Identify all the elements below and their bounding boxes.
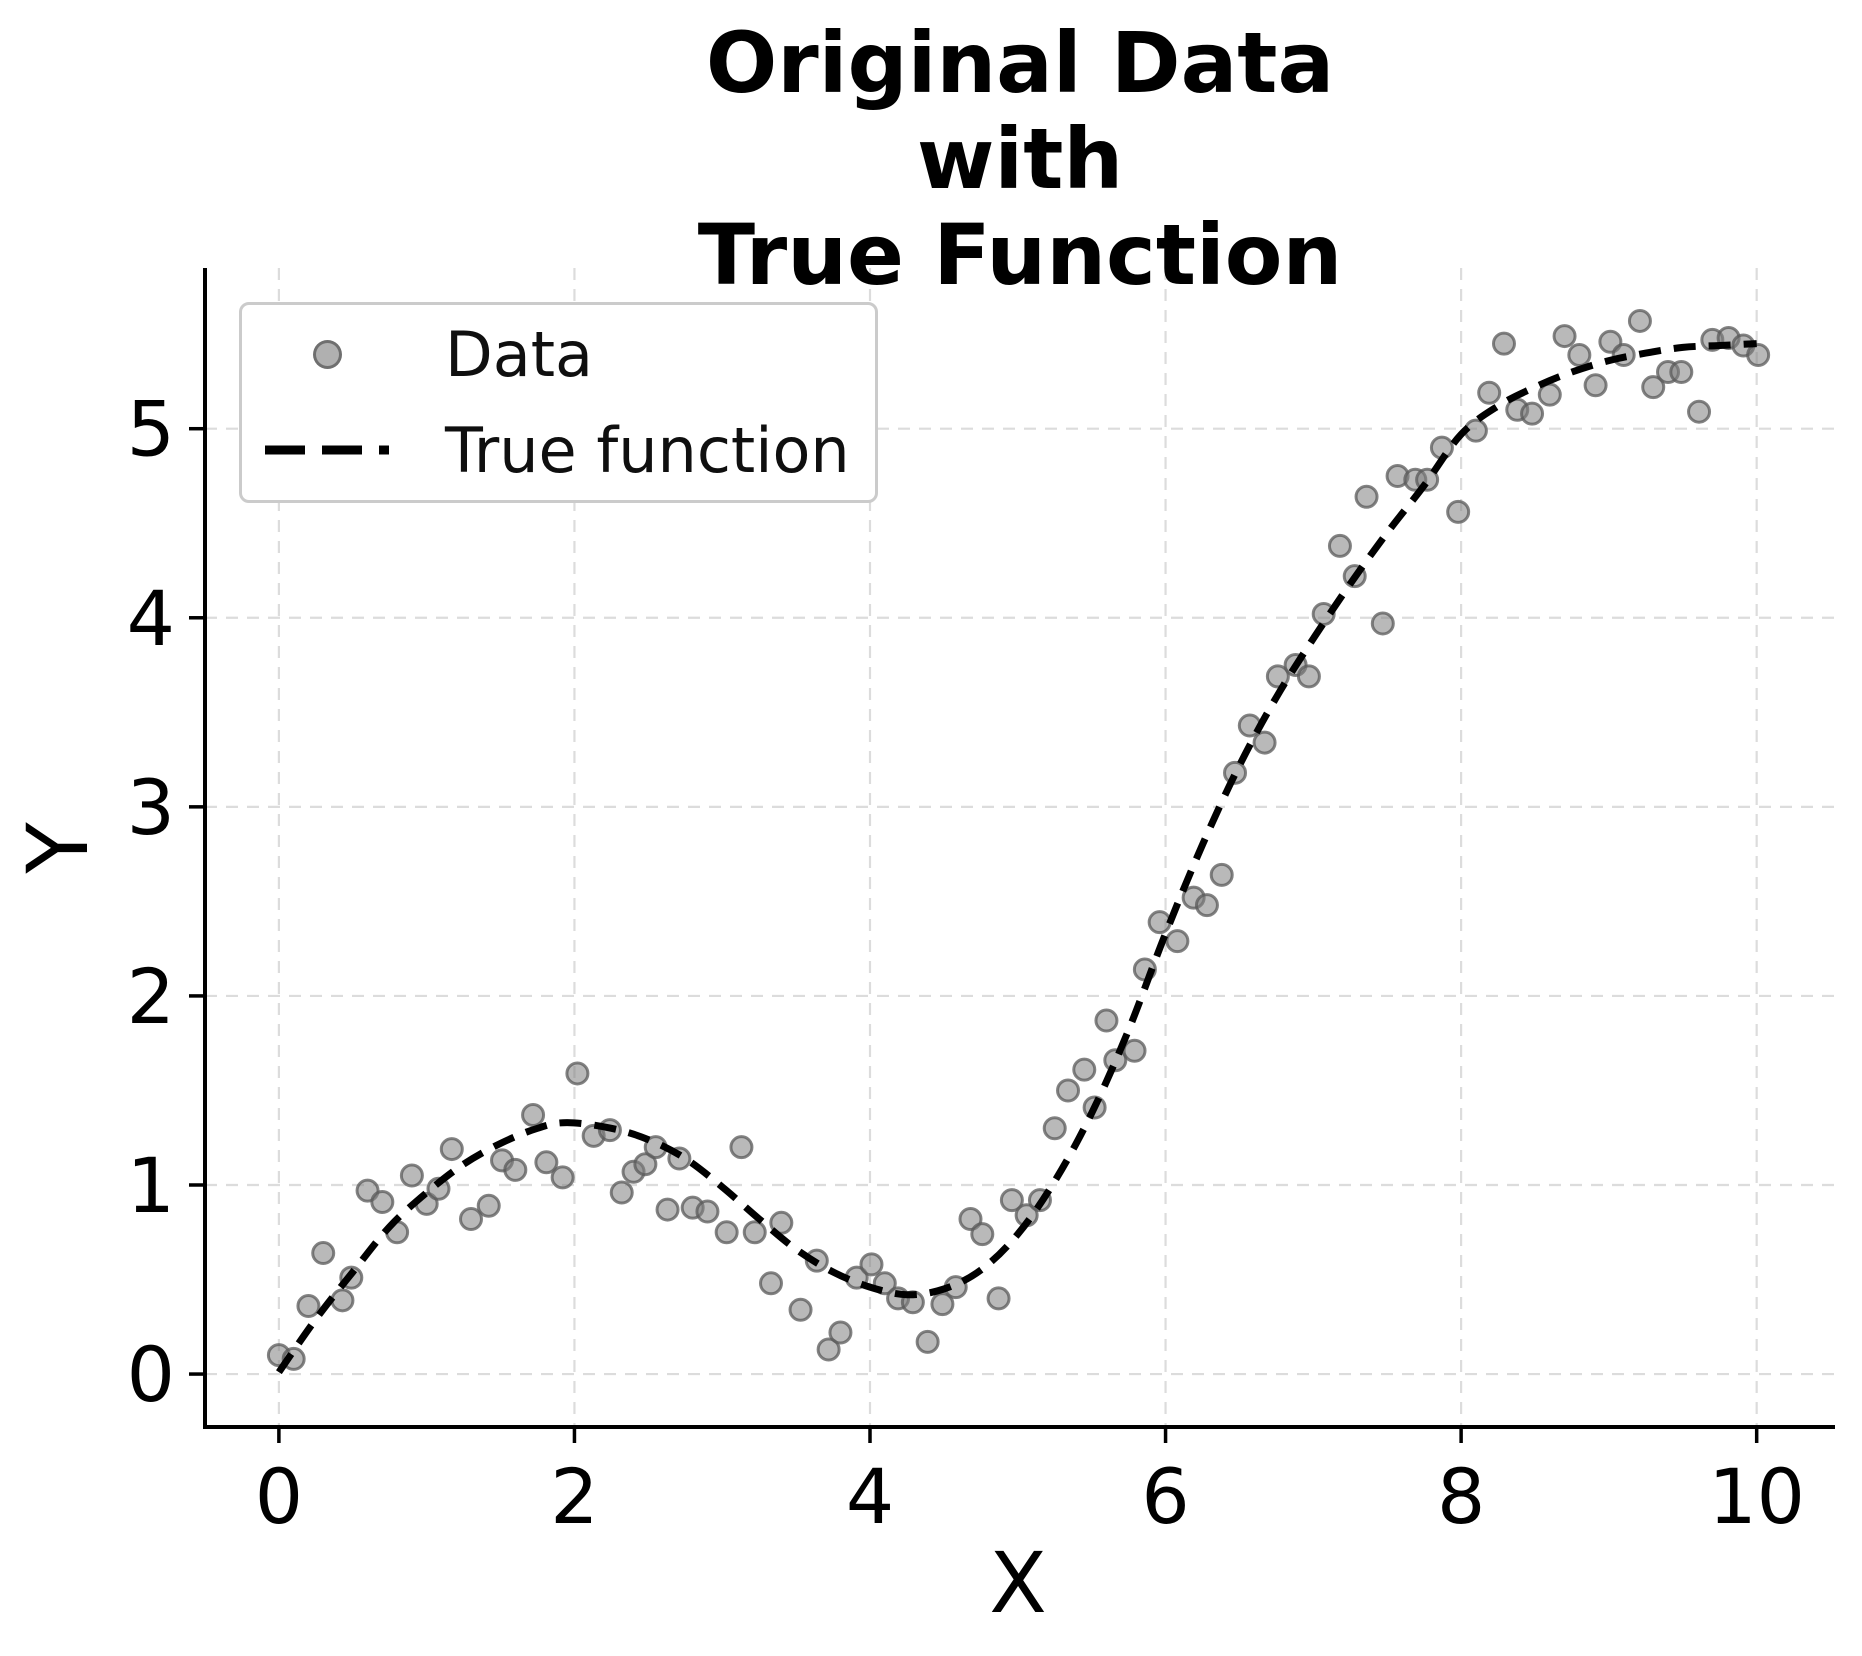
data-point — [1583, 373, 1608, 398]
data-point — [1687, 399, 1712, 424]
data-point — [476, 1193, 501, 1218]
x-axis-label: X — [989, 1534, 1047, 1632]
data-point — [1491, 331, 1516, 356]
data-point — [828, 1320, 853, 1345]
data-point — [550, 1165, 575, 1190]
data-point — [1056, 1078, 1081, 1103]
data-point — [1042, 1116, 1067, 1141]
data-point — [1552, 324, 1577, 349]
data-point — [695, 1199, 720, 1224]
data-point — [370, 1190, 395, 1215]
data-point — [742, 1220, 767, 1245]
x-tick-label: 4 — [846, 1452, 894, 1541]
x-tick-label: 0 — [255, 1452, 303, 1541]
data-point — [1122, 1038, 1147, 1063]
data-point — [1520, 401, 1545, 426]
data-point — [330, 1288, 355, 1313]
true-function-line-icon — [265, 445, 389, 455]
data-point — [1746, 342, 1771, 367]
data-point — [1296, 664, 1321, 689]
data-point — [859, 1252, 884, 1277]
data-point — [970, 1222, 995, 1247]
data-point — [311, 1241, 336, 1266]
legend-item-true-function: True function — [242, 404, 875, 496]
data-point — [915, 1329, 940, 1354]
data-point — [1446, 499, 1471, 524]
data-point — [1311, 601, 1336, 626]
legend-label-true-function: True function — [445, 413, 850, 487]
data-point — [1252, 730, 1277, 755]
data-point — [1641, 375, 1666, 400]
data-marker-icon — [312, 340, 342, 370]
data-point — [1477, 380, 1502, 405]
data-point — [1327, 533, 1352, 558]
data-point — [1194, 893, 1219, 918]
chart-title: Original Data with True Function — [697, 14, 1343, 304]
data-point — [1165, 929, 1190, 954]
y-tick-label: 0 — [127, 1330, 175, 1419]
data-point — [399, 1163, 424, 1188]
data-point — [1627, 308, 1652, 333]
x-tick-label: 10 — [1708, 1452, 1805, 1541]
legend-box: Data True function — [239, 302, 878, 503]
data-point — [565, 1061, 590, 1086]
data-point — [986, 1286, 1011, 1311]
x-tick-label: 2 — [550, 1452, 598, 1541]
data-point — [788, 1297, 813, 1322]
y-tick-label: 1 — [127, 1141, 175, 1230]
data-point — [1209, 862, 1234, 887]
y-tick-label: 5 — [127, 385, 175, 474]
data-point — [459, 1207, 484, 1232]
data-point — [534, 1150, 559, 1175]
data-point — [426, 1176, 451, 1201]
data-point — [999, 1188, 1024, 1213]
data-point — [609, 1180, 634, 1205]
data-point — [296, 1293, 321, 1318]
data-point — [655, 1197, 680, 1222]
data-point — [758, 1271, 783, 1296]
data-point — [521, 1103, 546, 1128]
true-function-curve — [276, 340, 1757, 1375]
legend-label-data: Data — [445, 318, 594, 392]
data-point — [439, 1137, 464, 1162]
data-point — [930, 1292, 955, 1317]
x-tick-label: 6 — [1141, 1452, 1189, 1541]
y-tick-label: 4 — [127, 574, 175, 663]
y-tick-label: 2 — [127, 952, 175, 1041]
data-point — [1370, 611, 1395, 636]
data-point — [729, 1135, 754, 1160]
y-tick-label: 3 — [127, 763, 175, 852]
data-point — [1265, 664, 1290, 689]
data-point — [1354, 484, 1379, 509]
axis-spines — [203, 268, 1835, 1429]
y-axis-label: Y — [9, 822, 107, 874]
data-point — [503, 1157, 528, 1182]
data-point — [1669, 359, 1694, 384]
legend-item-data: Data — [242, 309, 875, 401]
data-point — [714, 1220, 739, 1245]
data-point — [1094, 1008, 1119, 1033]
data-point — [816, 1337, 841, 1362]
data-point — [633, 1152, 658, 1177]
data-point — [1072, 1057, 1097, 1082]
x-tick-label: 8 — [1437, 1452, 1485, 1541]
data-point — [1567, 342, 1592, 367]
